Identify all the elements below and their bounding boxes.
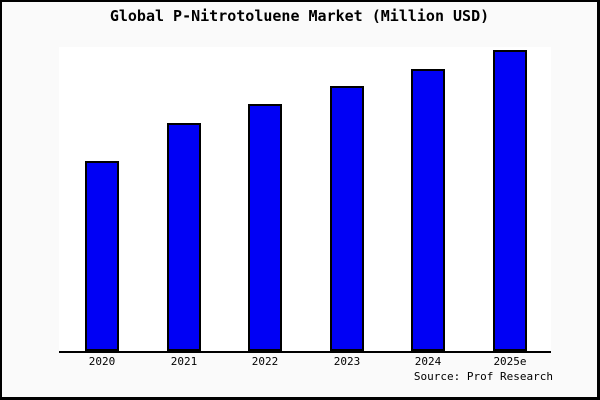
- plot-area: [59, 47, 551, 353]
- x-tick-label-2023: 2023: [333, 355, 361, 368]
- x-tick-label-2024: 2024: [414, 355, 442, 368]
- source-label: Source: Prof Research: [413, 370, 553, 383]
- x-tick-label-2020: 2020: [88, 355, 116, 368]
- bar-2022: [248, 104, 282, 351]
- x-tick-label-2021: 2021: [170, 355, 198, 368]
- x-tick-label-2022: 2022: [251, 355, 279, 368]
- bar-2024: [411, 69, 445, 351]
- bar-2025e: [493, 50, 527, 351]
- bar-2020: [85, 161, 119, 351]
- bar-2023: [330, 86, 364, 351]
- chart-title: Global P-Nitrotoluene Market (Million US…: [109, 7, 490, 25]
- bar-2021: [167, 123, 201, 351]
- x-tick-label-2025e: 2025e: [493, 355, 527, 368]
- x-axis-labels: 2020 2021 2022 2023 2024 2025e: [2, 355, 597, 370]
